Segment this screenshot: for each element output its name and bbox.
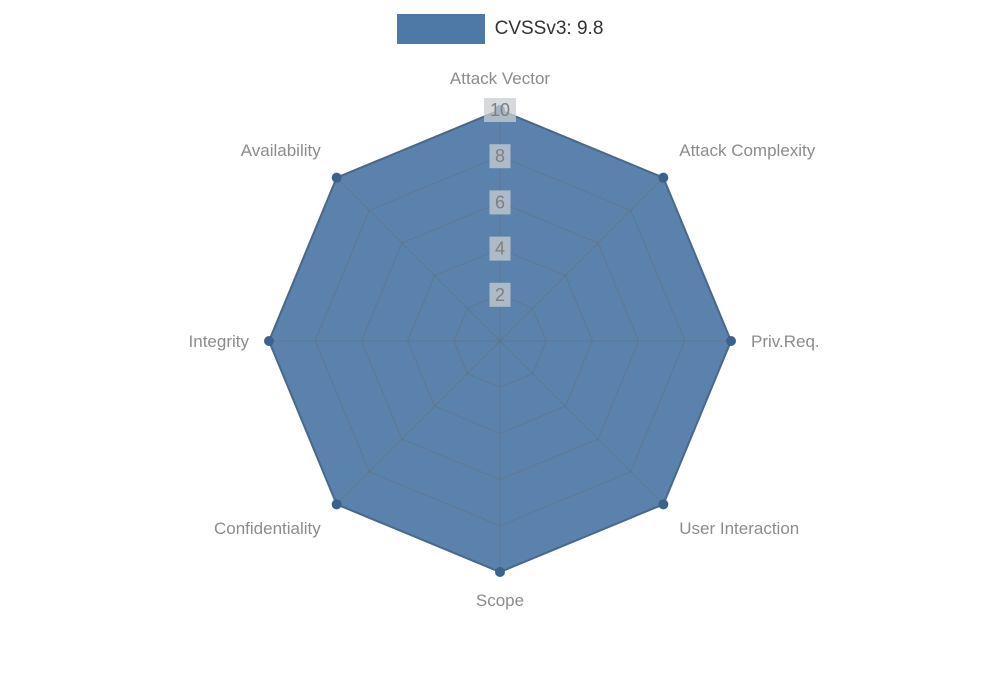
grid-ring-2 [453, 294, 547, 388]
tick-label-4: 4 [495, 239, 505, 259]
data-point-integrity [264, 336, 274, 346]
tick-box-10 [484, 98, 516, 122]
axis-label-integrity: Integrity [189, 332, 250, 351]
axis-label-availability: Availability [241, 141, 322, 160]
axis-spoke-availability [336, 177, 501, 342]
data-point-scope [495, 567, 505, 577]
tick-box-4 [489, 236, 511, 261]
tick-label-10: 10 [490, 100, 510, 120]
data-point-priv-req [726, 336, 736, 346]
tick-box-8 [489, 144, 511, 169]
axis-spoke-user-interaction [499, 340, 664, 505]
tick-label-8: 8 [495, 146, 505, 166]
axis-label-user-interaction: User Interaction [679, 519, 799, 538]
axis-label-scope: Scope [476, 591, 524, 610]
grid-ring-8 [314, 155, 686, 527]
axis-label-attack-vector: Attack Vector [450, 69, 550, 88]
axis-spoke-attack-complexity [499, 177, 664, 342]
data-point-user-interaction [658, 499, 669, 510]
data-point-confidentiality [331, 499, 342, 510]
axis-label-attack-complexity: Attack Complexity [679, 141, 816, 160]
tick-box-6 [489, 190, 511, 215]
tick-label-6: 6 [495, 192, 505, 212]
axis-spoke-confidentiality [336, 340, 501, 505]
legend-swatch [396, 14, 485, 44]
axis-label-confidentiality: Confidentiality [214, 519, 321, 538]
grid-ring-4 [407, 248, 593, 434]
tick-box-2 [489, 282, 511, 307]
data-point-attack-complexity [658, 172, 669, 183]
legend-label: CVSSv3: 9.8 [494, 18, 604, 39]
axis-label-priv-req: Priv.Req. [751, 332, 820, 351]
chart-legend: CVSSv3: 9.8 [0, 14, 1000, 44]
grid-ring-6 [360, 201, 640, 481]
data-point-availability [331, 172, 342, 183]
tick-label-2: 2 [495, 285, 505, 305]
